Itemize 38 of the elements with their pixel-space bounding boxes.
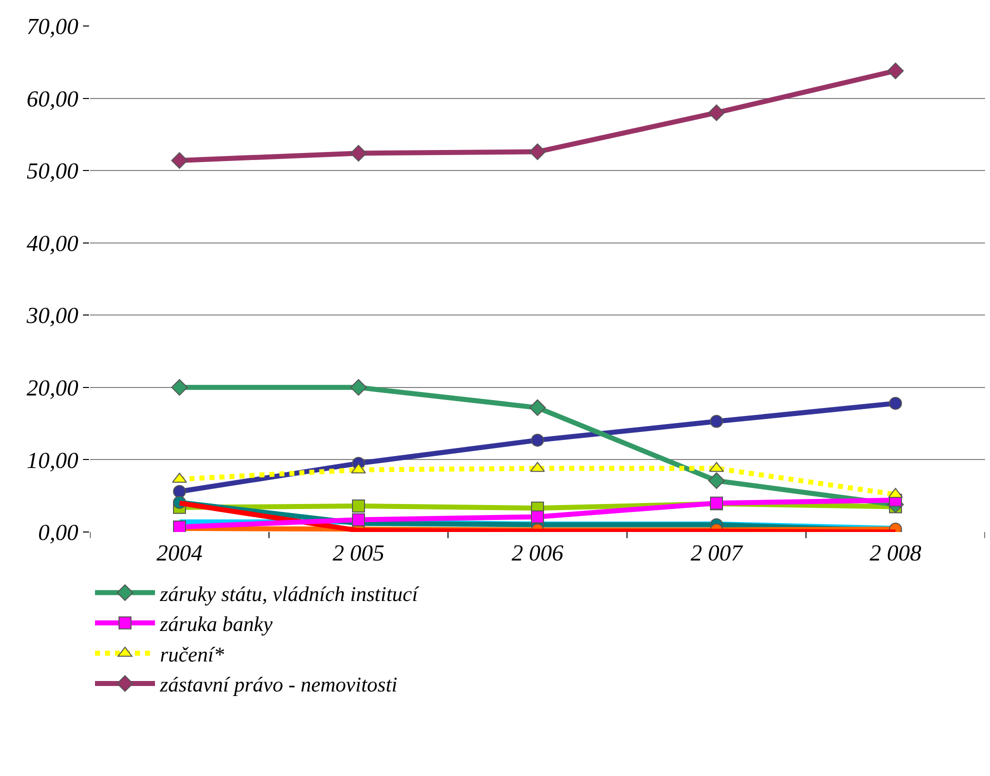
- legend-label: záruka banky: [159, 612, 274, 636]
- point: [889, 396, 902, 410]
- point: [351, 463, 366, 474]
- x-tick-label: 2 005: [332, 540, 384, 566]
- x-tick-label: 2004: [156, 540, 202, 566]
- point: [529, 399, 546, 416]
- y-tick-label: 0,00: [38, 520, 79, 546]
- legend-label: zástavní právo - nemovitosti: [159, 672, 398, 697]
- point: [708, 472, 725, 489]
- point: [529, 143, 546, 160]
- point: [172, 472, 187, 483]
- point: [171, 152, 188, 169]
- point: [709, 462, 724, 472]
- y-tick-label: 40,00: [26, 230, 79, 256]
- point: [352, 513, 365, 526]
- x-tick-label: 2 008: [870, 540, 922, 566]
- point: [531, 510, 544, 524]
- point: [710, 414, 723, 428]
- point: [352, 499, 365, 512]
- y-tick-label: 50,00: [26, 158, 79, 184]
- x-tick-label: 2 007: [690, 540, 744, 566]
- y-tick-label: 30,00: [26, 303, 79, 328]
- point: [350, 379, 367, 396]
- point: [350, 144, 367, 162]
- point: [888, 488, 903, 498]
- point: [887, 62, 904, 80]
- point: [708, 104, 725, 122]
- legend-label: záruky státu, vládních institucí: [159, 582, 420, 606]
- legend-label: ručení*: [160, 642, 225, 666]
- y-tick-label: 70,00: [26, 14, 79, 40]
- point: [531, 434, 544, 447]
- point: [530, 462, 545, 472]
- y-tick-label: 10,00: [26, 448, 79, 473]
- y-tick-label: 60,00: [26, 86, 79, 112]
- x-tick-label: 2 006: [512, 540, 564, 566]
- point: [173, 485, 186, 498]
- point: [171, 379, 188, 396]
- y-tick-label: 20,00: [26, 375, 79, 400]
